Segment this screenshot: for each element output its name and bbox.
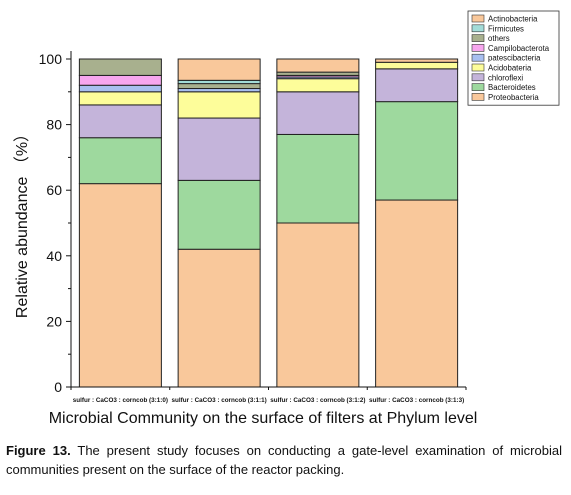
y-tick-label-20: 20 bbox=[46, 313, 62, 329]
axes-layer: sulfur : CaCO3 : corncob (3:1:0) sulfur :… bbox=[39, 51, 467, 404]
bar-segment-others-2 bbox=[177, 83, 261, 90]
bar-segment-actinobacteria-3 bbox=[276, 58, 360, 73]
caption-label: Figure 13. bbox=[6, 443, 71, 458]
bar-segment-acidobateria-4 bbox=[375, 61, 459, 70]
y-tick-label-80: 80 bbox=[46, 117, 62, 133]
caption-text: The present study focuses on conducting … bbox=[6, 443, 562, 477]
bar-segment-others-1 bbox=[78, 58, 162, 76]
bar-segment-chloroflexi-4 bbox=[375, 68, 459, 103]
legend-label-actinobacteria: Actinobacteria bbox=[488, 15, 538, 24]
bar-segment-bacteroidetes-2 bbox=[177, 179, 261, 250]
bar-segment-bacteroidetes-3 bbox=[276, 133, 360, 224]
legend-label-proteobacteria: Proteobacteria bbox=[488, 93, 539, 102]
bar-segment-proteobacteria-1 bbox=[78, 183, 162, 388]
bar-segment-chloroflexi-3 bbox=[276, 91, 360, 135]
chart-canvas: sulfur : CaCO3 : corncob (3:1:0) sulfur :… bbox=[13, 10, 560, 427]
legend-swatch-proteobacteria bbox=[471, 93, 485, 101]
bar-segment-acidobateria-3 bbox=[276, 78, 360, 93]
legend-label-acidobateria: Acidobateria bbox=[488, 64, 532, 73]
legend-label-patescibacteria: patescibacteria bbox=[488, 54, 541, 63]
bar-segment-proteobacteria-4 bbox=[375, 199, 459, 388]
legend-swatch-firmicutes bbox=[471, 24, 485, 33]
legend-swatch-acidobateria bbox=[471, 63, 485, 72]
bar-segment-actinobacteria-2 bbox=[177, 58, 261, 81]
legend-swatch-chloroflexi bbox=[471, 73, 485, 82]
legend-label-chloroflexi: chloroflexi bbox=[488, 73, 523, 82]
bar-segment-chloroflexi-1 bbox=[78, 104, 162, 139]
legend-swatch-others bbox=[471, 34, 485, 42]
bar-segment-campilobacterota-1 bbox=[78, 74, 162, 86]
legend-swatch-campilobacterota bbox=[471, 44, 485, 52]
legend-swatch-actinobacteria bbox=[471, 14, 485, 23]
y-tick-label-40: 40 bbox=[46, 248, 62, 264]
bar-segment-actinobacteria-4 bbox=[375, 58, 459, 63]
legend-label-bacteroidetes: Bacteroidetes bbox=[488, 83, 536, 92]
bar-segment-proteobacteria-3 bbox=[276, 222, 360, 388]
y-tick-label-0: 0 bbox=[54, 379, 62, 395]
y-axis-title: Relative abundance （%） bbox=[13, 126, 31, 318]
x-tick-label-3: sulfur : CaCO3 : corncob (3:1:2) bbox=[270, 397, 365, 404]
bar-segment-proteobacteria-2 bbox=[177, 248, 261, 388]
x-axis-title: Microbial Community on the surface of fi… bbox=[49, 410, 478, 427]
x-tick-label-1: sulfur : CaCO3 : corncob (3:1:0) bbox=[73, 397, 168, 404]
bar-segment-acidobateria-2 bbox=[177, 91, 261, 119]
bar-segment-bacteroidetes-1 bbox=[78, 137, 162, 185]
y-tick-label-60: 60 bbox=[46, 182, 62, 198]
bars-layer bbox=[78, 58, 459, 388]
figure-caption: Figure 13. The present study focuses on … bbox=[6, 441, 562, 479]
x-tick-label-4: sulfur : CaCO3 : corncob (3:1:3) bbox=[369, 397, 464, 404]
legend: ActinobacteriaFirmicutesothersCampilobac… bbox=[467, 10, 560, 106]
stacked-bar-chart: sulfur : CaCO3 : corncob (3:1:0) sulfur :… bbox=[13, 10, 560, 427]
legend-swatch-bacteroidetes bbox=[471, 83, 485, 91]
bar-segment-chloroflexi-2 bbox=[177, 117, 261, 181]
legend-label-others: others bbox=[488, 34, 510, 43]
bar-segment-patescibacteria-1 bbox=[78, 84, 162, 93]
legend-label-campilobacterota: Campilobacterota bbox=[488, 44, 550, 53]
legend-swatch-patescibacteria bbox=[471, 53, 485, 62]
bar-segment-acidobateria-1 bbox=[78, 91, 162, 106]
legend-label-firmicutes: Firmicutes bbox=[488, 24, 524, 33]
bar-segment-bacteroidetes-4 bbox=[375, 101, 459, 201]
x-tick-label-2: sulfur : CaCO3 : corncob (3:1:1) bbox=[172, 397, 267, 404]
y-tick-label-100: 100 bbox=[39, 51, 63, 67]
